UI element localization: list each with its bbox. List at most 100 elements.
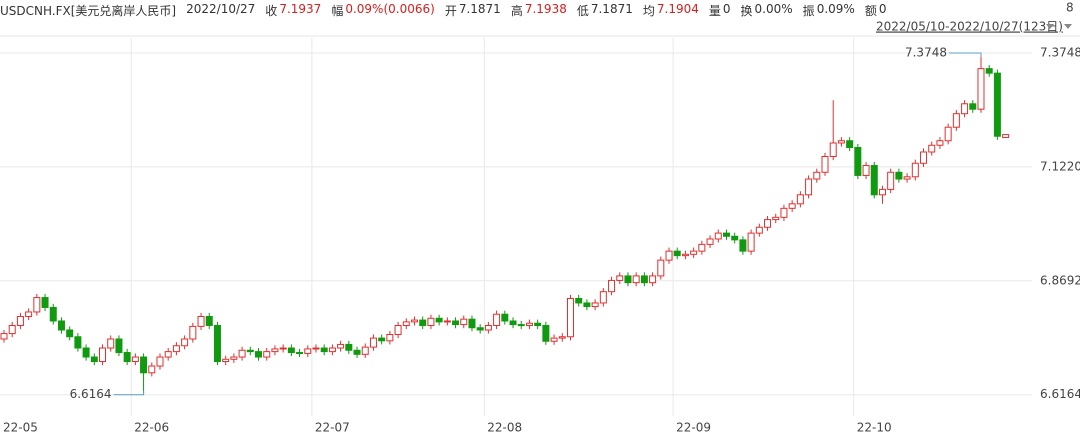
- y-tick-label: 6.6164: [1040, 387, 1080, 401]
- info-value: 0: [722, 2, 731, 16]
- candle-body: [961, 103, 969, 115]
- candle-body: [542, 324, 550, 342]
- candle-body: [772, 216, 780, 221]
- candle-body: [468, 318, 476, 329]
- info-label: 量: [708, 4, 721, 18]
- candle-body: [164, 351, 172, 358]
- candle-body: [969, 103, 977, 110]
- candle-body: [624, 275, 632, 284]
- info-label: 均: [642, 4, 655, 18]
- candle-body: [698, 243, 706, 252]
- candle-body: [41, 297, 49, 308]
- candle-body: [394, 324, 402, 335]
- candle-body: [903, 176, 911, 180]
- candle-body: [493, 313, 501, 326]
- info-label: 额: [864, 4, 877, 18]
- candle-body: [846, 140, 854, 148]
- info-value: 7.1904: [656, 2, 699, 16]
- candle-body: [706, 238, 714, 245]
- candle-body: [74, 336, 82, 349]
- candle-body: [255, 351, 263, 358]
- candle-body: [714, 232, 722, 240]
- x-tick-label: 22-07: [315, 421, 350, 435]
- candle-body: [673, 250, 681, 257]
- candle-body: [657, 259, 665, 277]
- candle-body: [764, 219, 772, 228]
- max-pointer: [948, 52, 982, 57]
- range-label[interactable]: 2022/05/10-2022/10/27(123日): [876, 20, 1063, 34]
- candle-body: [99, 347, 107, 363]
- candle-body: [140, 356, 148, 374]
- candle-body: [788, 203, 796, 209]
- candle-body: [57, 320, 65, 331]
- info-value: 0: [878, 2, 887, 16]
- info-label: 开: [444, 4, 457, 18]
- x-tick-label: 22-10: [857, 421, 892, 435]
- candle-body: [222, 358, 230, 363]
- candle-body: [131, 356, 139, 363]
- candle-body: [813, 171, 821, 180]
- candle-body: [246, 349, 254, 353]
- info-label: 低: [576, 4, 589, 18]
- candle-body: [525, 322, 533, 326]
- candle-body: [862, 165, 870, 176]
- candle-body: [558, 336, 566, 339]
- candle-body: [328, 347, 336, 353]
- info-label: 高: [510, 4, 523, 18]
- x-tick-label: 22-05: [3, 421, 38, 435]
- candle-body: [722, 232, 730, 237]
- candle-body: [452, 320, 460, 326]
- candle-body: [213, 324, 221, 363]
- candle-body: [460, 318, 468, 326]
- candle-body: [681, 253, 689, 257]
- x-tick-label: 22-09: [676, 421, 711, 435]
- quote-header: USDCNH.FX[美元兑离岸人民币] 2022/10/27 收 7.1937 幅 0.…: [0, 2, 896, 18]
- candle-body: [616, 275, 624, 281]
- candle-body: [952, 113, 960, 128]
- info-value: 7.1871: [458, 2, 501, 16]
- info-value: 0.09%: [816, 2, 855, 16]
- max-label: 7.3748: [905, 45, 947, 59]
- candle-body: [90, 356, 98, 363]
- candle-body: [920, 151, 928, 164]
- candle-body: [148, 365, 156, 374]
- candle-body: [509, 320, 517, 326]
- candle-body: [411, 319, 418, 323]
- candle-body: [419, 319, 427, 326]
- candle-body: [566, 297, 574, 338]
- candle-body: [747, 232, 755, 252]
- candle-body: [887, 171, 895, 190]
- candle-body: [854, 146, 862, 176]
- candle-body: [156, 356, 164, 367]
- candle-body: [796, 194, 804, 205]
- candle-body: [25, 311, 33, 317]
- candle-body: [49, 306, 57, 322]
- candle-body: [665, 250, 673, 261]
- y-tick-label: 7.1220: [1040, 159, 1080, 173]
- candle-body: [476, 327, 484, 331]
- candle-body: [550, 337, 558, 342]
- candle-body: [82, 347, 90, 358]
- candle-body: [944, 126, 952, 142]
- candle-body: [640, 275, 648, 284]
- min-pointer: [113, 390, 145, 396]
- candle-body: [378, 337, 386, 342]
- candle-body: [821, 156, 829, 173]
- candle-body: [534, 322, 542, 326]
- candle-body: [977, 68, 985, 110]
- candle-body: [361, 346, 369, 355]
- candle-body: [985, 68, 993, 74]
- candle-body: [484, 324, 492, 331]
- candle-body: [731, 235, 739, 241]
- candle-body: [608, 279, 616, 293]
- candle-body: [197, 315, 205, 327]
- info-value: 0.09%(0.0066): [345, 2, 435, 16]
- dropdown-icons[interactable]: [1046, 24, 1072, 29]
- candle-body: [583, 302, 591, 308]
- candle-body: [66, 329, 74, 338]
- y-tick-label: 6.8692: [1040, 273, 1080, 287]
- candle-body: [780, 207, 788, 218]
- candle-body: [304, 348, 312, 354]
